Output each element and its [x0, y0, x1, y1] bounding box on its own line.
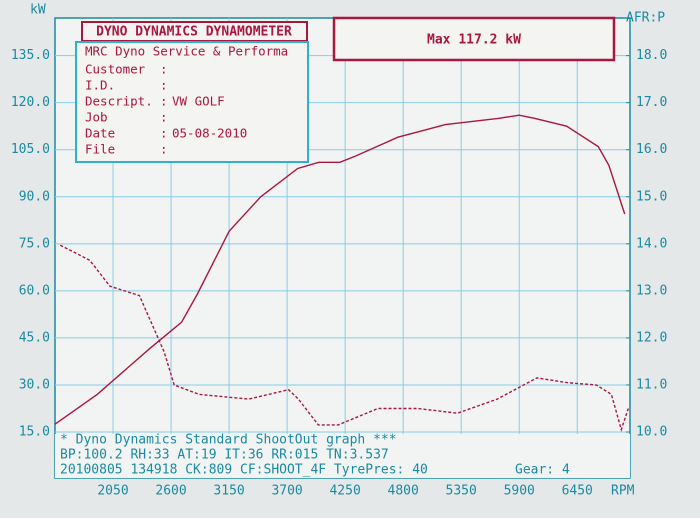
x-tick-label: 6450: [562, 484, 593, 499]
ticks: 15.0 30.0 45.0 60.0 75.0 90.0 105.0 120.0 135.0 1…: [11, 48, 667, 498]
info-value: 05-08-2010: [172, 126, 247, 141]
x-axis-label: RPM: [611, 484, 635, 499]
y2-tick-label: 17.0: [636, 95, 667, 110]
x-tick-label: 5900: [504, 484, 535, 499]
y-tick-label: 120.0: [11, 95, 50, 110]
gear: Gear: 4: [515, 463, 570, 478]
x-tick-label: 4800: [388, 484, 419, 499]
x-tick-label: 2600: [155, 484, 186, 499]
y-tick-label: 90.0: [19, 189, 50, 204]
info-label: Customer: [85, 62, 146, 77]
x-tick-label: 3700: [271, 484, 302, 499]
info-separator: :: [160, 110, 168, 125]
info-title: MRC Dyno Service & Performa: [85, 44, 288, 59]
info-separator: :: [160, 142, 168, 157]
info-label: Descript.: [85, 94, 153, 109]
info-label: Date: [85, 126, 115, 141]
x-tick-label: 3150: [213, 484, 244, 499]
y2-tick-label: 13.0: [636, 283, 667, 298]
info-separator: :: [160, 94, 168, 109]
max-box: [332, 16, 616, 62]
footer-line: BP:100.2 RH:33 AT:19 IT:36 RR:015 TN:3.5…: [60, 448, 389, 463]
y2-tick-label: 11.0: [636, 377, 667, 392]
footer-box: [55, 434, 630, 478]
x-tick-label: 5350: [446, 484, 477, 499]
y2-axis-label: AFR:P: [626, 11, 665, 26]
y-tick-label: 15.0: [19, 425, 50, 440]
y2-tick-label: 12.0: [636, 330, 667, 345]
y-tick-label: 30.0: [19, 377, 50, 392]
header: DYNO DYNAMICS DYNAMOMETER: [96, 25, 292, 40]
info-separator: :: [160, 78, 168, 93]
afr-line: [59, 244, 629, 432]
y-tick-label: 75.0: [19, 236, 50, 251]
info-separator: :: [160, 62, 168, 77]
info-label: Job: [85, 110, 108, 125]
y-tick-label: 105.0: [11, 142, 50, 157]
lines: [54, 114, 629, 432]
info-value: VW GOLF: [172, 94, 225, 109]
info-box: [75, 41, 309, 163]
footer-line: 20100805 134918 CK:809 CF:SHOOT_4F TyreP…: [60, 463, 428, 478]
y-tick-label: 45.0: [19, 330, 50, 345]
x-tick-label: 2050: [97, 484, 128, 499]
info-separator: :: [160, 126, 168, 141]
info-label: I.D.: [85, 78, 115, 93]
y2-tick-label: 15.0: [636, 189, 667, 204]
footer: * Dyno Dynamics Standard ShootOut graph …: [60, 433, 428, 478]
y-axis-label: kW: [30, 3, 46, 18]
power-line: [54, 114, 626, 425]
max-label: Max 117.2 kW: [427, 33, 521, 48]
y-tick-label: 135.0: [11, 48, 50, 63]
y-tick-label: 60.0: [19, 283, 50, 298]
info-label: File: [85, 142, 115, 157]
y2-tick-label: 16.0: [636, 142, 667, 157]
y2-tick-label: 18.0: [636, 48, 667, 63]
y2-tick-label: 14.0: [636, 236, 667, 251]
y2-tick-label: 10.0: [636, 425, 667, 440]
footer-line: * Dyno Dynamics Standard ShootOut graph …: [60, 433, 397, 448]
info-rows: Customer: I.D.: Descript.: VW GOLF Job: Date:…: [85, 62, 247, 157]
x-tick-label: 4250: [329, 484, 360, 499]
